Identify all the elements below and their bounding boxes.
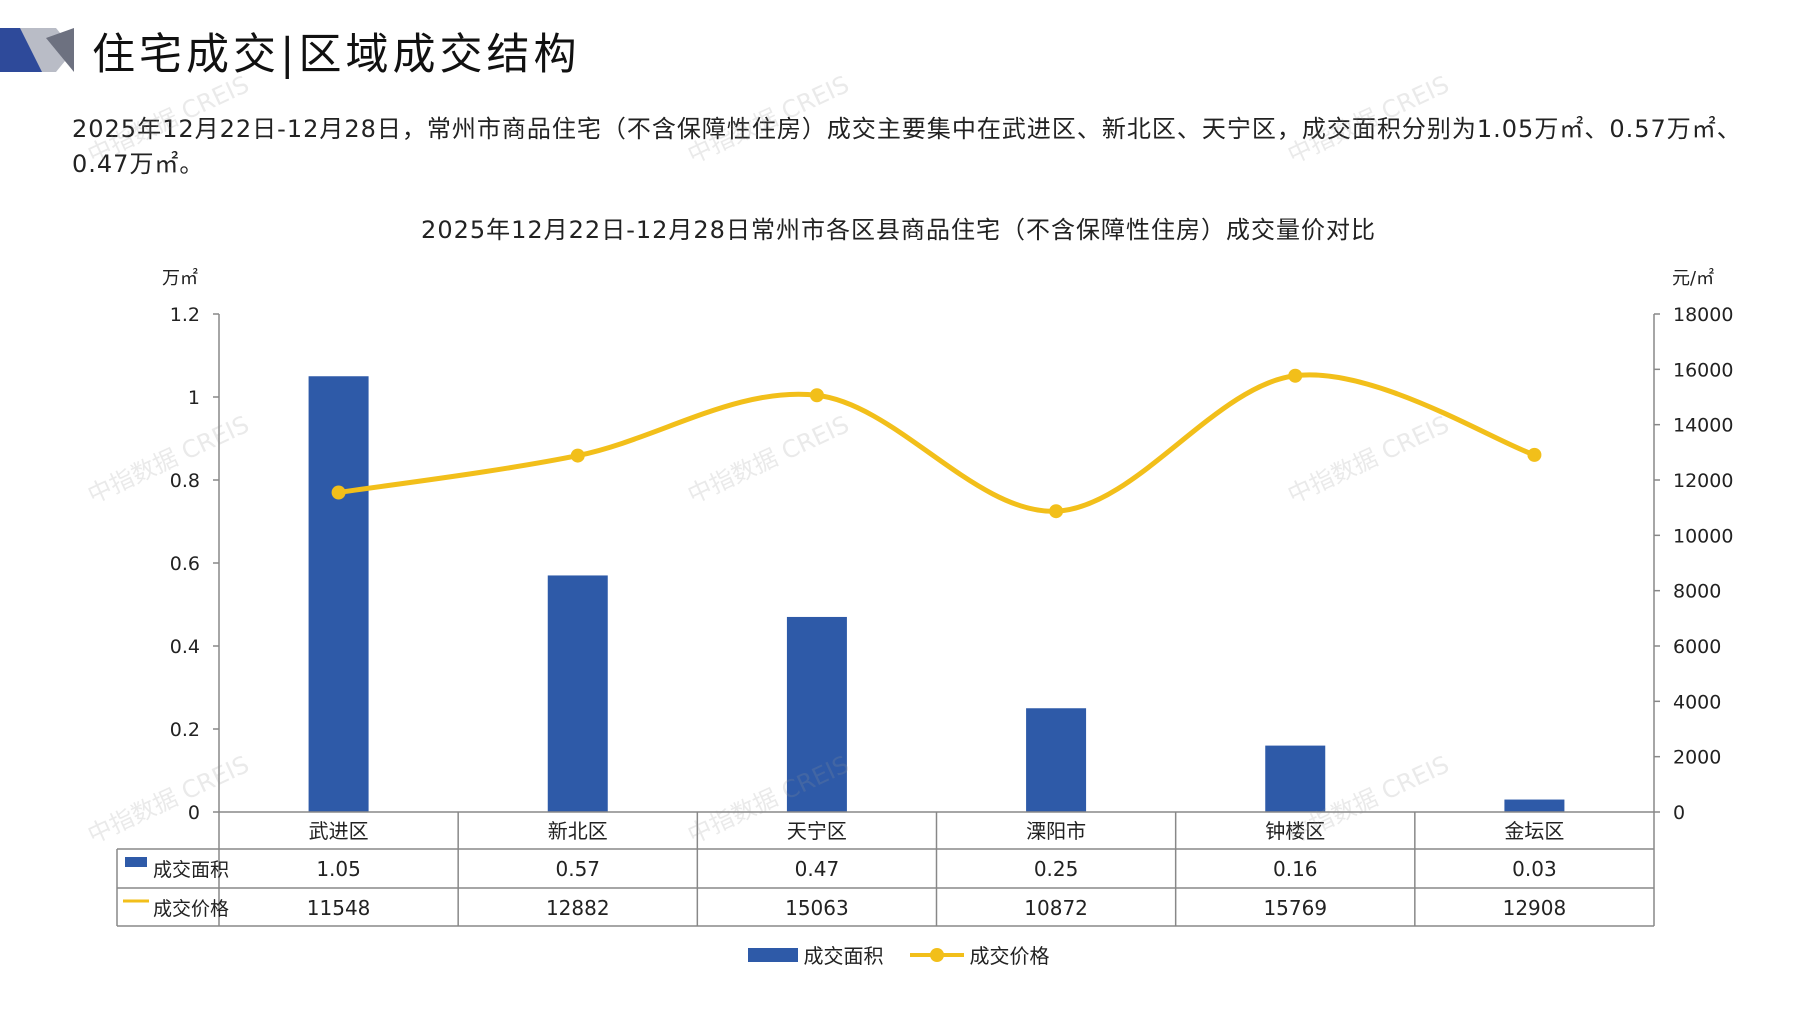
category-label: 新北区 [548, 819, 608, 843]
price-point-3 [809, 388, 824, 403]
legend-label-price: 成交价格 [969, 944, 1050, 968]
price-point-1 [331, 485, 346, 500]
price-point-4 [1049, 504, 1064, 519]
category-label: 天宁区 [787, 819, 847, 843]
price-point-5 [1288, 368, 1303, 383]
right-axis-tick-label: 12000 [1673, 470, 1733, 492]
legend: 成交面积 成交价格 [0, 940, 1797, 969]
right-axis-tick-label: 16000 [1673, 359, 1733, 381]
left-axis-tick-label: 0 [188, 802, 200, 824]
bar-6 [1504, 799, 1565, 812]
table-cell-area: 0.47 [795, 857, 840, 881]
page-title: 住宅成交|区域成交结构 [92, 30, 581, 80]
table-row-label-area: 成交面积 [153, 859, 229, 881]
left-axis-unit: 万㎡ [162, 268, 198, 289]
table-cell-price: 12882 [546, 896, 610, 920]
category-label: 钟楼区 [1265, 819, 1325, 843]
table-cell-price: 11548 [307, 896, 371, 920]
table-cell-area: 0.03 [1512, 857, 1557, 881]
right-axis-tick-label: 18000 [1673, 304, 1733, 326]
left-axis-tick-label: 0.8 [170, 470, 200, 492]
right-axis-tick-label: 4000 [1673, 691, 1721, 713]
table-cell-area: 1.05 [316, 857, 361, 881]
right-axis-tick-label: 14000 [1673, 415, 1733, 437]
table-cell-price: 15769 [1263, 896, 1327, 920]
bar-4 [1026, 708, 1087, 812]
legend-bar-swatch [747, 947, 798, 962]
table-cell-area: 0.25 [1034, 857, 1079, 881]
bar-5 [1265, 745, 1326, 812]
price-line [338, 372, 1536, 514]
price-point-6 [1527, 447, 1542, 462]
summary-text: 2025年12月22日-12月28日，常州市商品住宅（不含保障性住房）成交主要集… [72, 115, 1742, 178]
price-point-2 [570, 448, 585, 463]
right-axis-tick-label: 0 [1673, 802, 1685, 824]
category-label: 溧阳市 [1026, 819, 1086, 843]
right-axis-tick-label: 8000 [1673, 581, 1721, 603]
table-cell-area: 0.57 [555, 857, 600, 881]
left-axis-tick-label: 1 [188, 387, 200, 409]
table-row-swatch-area [125, 857, 147, 867]
legend-label-area: 成交面积 [803, 944, 884, 968]
right-axis-tick-label: 2000 [1673, 747, 1721, 769]
table-cell-price: 10872 [1024, 896, 1088, 920]
left-axis-tick-label: 0.4 [170, 636, 200, 658]
right-axis-tick-label: 6000 [1673, 636, 1721, 658]
legend-line-swatch [909, 947, 964, 962]
category-label: 金坛区 [1504, 819, 1564, 843]
chart-title: 2025年12月22日-12月28日常州市各区县商品住宅（不含保障性住房）成交量… [421, 216, 1376, 244]
header-accent-icon [0, 28, 74, 72]
category-label: 武进区 [309, 819, 369, 843]
table-cell-price: 15063 [785, 896, 849, 920]
bar-3 [786, 616, 847, 812]
bar-2 [547, 575, 608, 812]
right-axis-tick-label: 10000 [1673, 525, 1733, 547]
legend-item-area: 成交面积 [747, 940, 884, 969]
bar-1 [308, 376, 369, 812]
left-axis-tick-label: 0.2 [170, 719, 200, 741]
right-axis-unit: 元/㎡ [1672, 268, 1715, 289]
legend-item-price: 成交价格 [909, 940, 1050, 969]
table-row-label-price: 成交价格 [153, 898, 229, 920]
left-axis-tick-label: 0.6 [170, 553, 200, 575]
table-cell-price: 12908 [1503, 896, 1567, 920]
table-cell-area: 0.16 [1273, 857, 1318, 881]
left-axis-tick-label: 1.2 [170, 304, 200, 326]
